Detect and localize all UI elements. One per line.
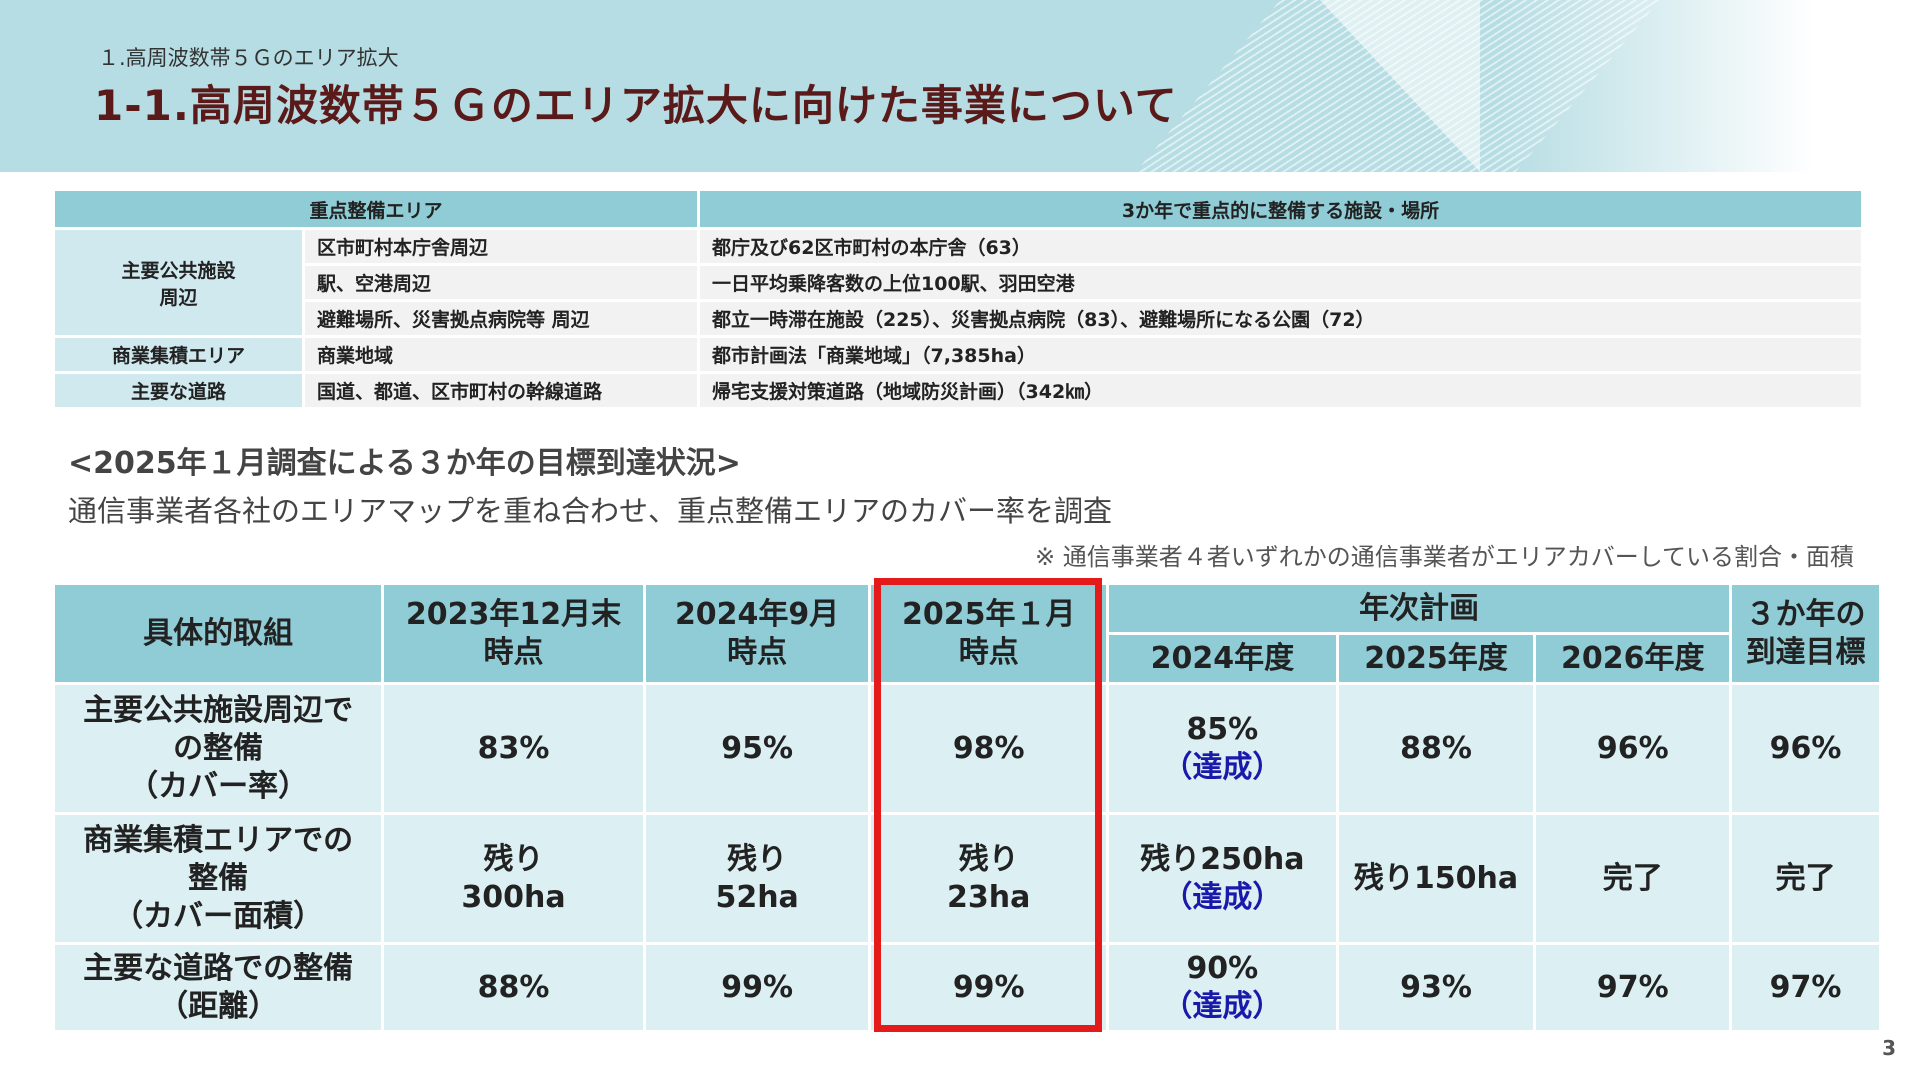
header-2025: 2025年１月 時点 (868, 582, 1110, 685)
header-banner (0, 0, 1920, 172)
value-2024: 95% (642, 682, 872, 815)
header-fy2026: 2026年度 (1533, 632, 1733, 685)
plan-fy2026: 97% (1533, 942, 1733, 1033)
value-2025: 98% (868, 682, 1110, 815)
highlight-box (874, 578, 1102, 1032)
page-title: 1-1.高周波数帯５Ｇのエリア拡大に向けた事業について (94, 81, 1178, 130)
header-target: ３か年の 到達目標 (1729, 582, 1882, 685)
area-cell: 避難場所、災害拠点病院等 周辺 (317, 309, 590, 331)
header-2024: 2024年9月 時点 (642, 582, 872, 685)
value-2025: 残り 23ha (868, 812, 1110, 945)
page-number: 3 (1882, 1036, 1896, 1060)
plan-fy2024: 残り250ha （達成） (1106, 812, 1339, 945)
priority-area-table: 重点整備エリア 3か年で重点的に整備する施設・場所 主要公共施設 周辺 区市町村… (52, 188, 1864, 410)
plan-value: 残り250ha (1140, 841, 1305, 877)
area-cell: 駅、空港周辺 (317, 273, 432, 295)
plan-value: 90% (1186, 950, 1259, 986)
target-value: 97% (1729, 942, 1882, 1033)
facility-cell: 都市計画法「商業地域」（7,385ha） (712, 345, 1036, 367)
achieved-label: （達成） (1162, 749, 1283, 785)
banner-fade (1500, 0, 1920, 172)
target-value: 96% (1729, 682, 1882, 815)
facility-cell: 都庁及び62区市町村の本庁舎（63） (712, 237, 1031, 259)
plan-fy2025: 残り150ha (1335, 812, 1537, 945)
area-cell: 区市町村本庁舎周辺 (317, 237, 489, 259)
header-facility: 3か年で重点的に整備する施設・場所 (697, 188, 1864, 230)
plan-fy2024: 85% （達成） (1106, 682, 1339, 815)
plan-fy2026: 96% (1533, 682, 1733, 815)
facility-cell: 都立一時滞在施設（225）、災害拠点病院（83）、避難場所になる公園（72） (712, 309, 1375, 331)
plan-fy2025: 88% (1335, 682, 1537, 815)
value-2023: 88% (381, 942, 646, 1033)
survey-heading: <2025年１月調査による３か年の目標到達状況> (68, 446, 741, 481)
value-2025: 99% (868, 942, 1110, 1033)
plan-fy2026: 完了 (1533, 812, 1733, 945)
value-2024: 99% (642, 942, 872, 1033)
value-2024: 残り 52ha (642, 812, 872, 945)
row-label: 主要な道路での整備 （距離） (51, 942, 385, 1033)
header-2023: 2023年12月末 時点 (381, 582, 646, 685)
row-label: 主要公共施設周辺で の整備 （カバー率） (51, 682, 385, 815)
survey-description: 通信事業者各社のエリアマップを重ね合わせ、重点整備エリアのカバー率を調査 (68, 494, 1113, 528)
achieved-label: （達成） (1162, 879, 1283, 915)
plan-fy2024: 90% （達成） (1106, 942, 1339, 1033)
header-annual-plan: 年次計画 (1106, 582, 1733, 635)
plan-value: 85% (1186, 711, 1259, 747)
value-2023: 83% (381, 682, 646, 815)
section-subtitle: １.高周波数帯５Ｇのエリア拡大 (98, 46, 399, 70)
area-cell: 国道、都道、区市町村の幹線道路 (317, 381, 603, 403)
achieved-label: （達成） (1162, 988, 1283, 1024)
area-cell: 商業地域 (317, 345, 394, 367)
facility-cell: 一日平均乗降客数の上位100駅、羽田空港 (712, 273, 1075, 295)
plan-fy2025: 93% (1335, 942, 1537, 1033)
header-fy2024: 2024年度 (1106, 632, 1339, 685)
row-label: 商業集積エリアでの 整備 （カバー面積） (51, 812, 385, 945)
survey-note: ※ 通信事業者４者いずれかの通信事業者がエリアカバーしている割合・面積 (1034, 543, 1854, 571)
header-area: 重点整備エリア (52, 188, 700, 230)
facility-cell: 帰宅支援対策道路（地域防災計画）（342㎞） (712, 381, 1104, 403)
header-fy2025: 2025年度 (1335, 632, 1537, 685)
group-label: 主要公共施設 周辺 (52, 227, 305, 338)
progress-table: 具体的取組 2023年12月末 時点 2024年9月 時点 2025年１月 時点… (51, 582, 1882, 1033)
target-value: 完了 (1729, 812, 1882, 945)
group-label: 主要な道路 (52, 371, 305, 410)
value-2023: 残り 300ha (381, 812, 646, 945)
header-initiative: 具体的取組 (51, 582, 385, 685)
group-label: 商業集積エリア (52, 335, 305, 374)
